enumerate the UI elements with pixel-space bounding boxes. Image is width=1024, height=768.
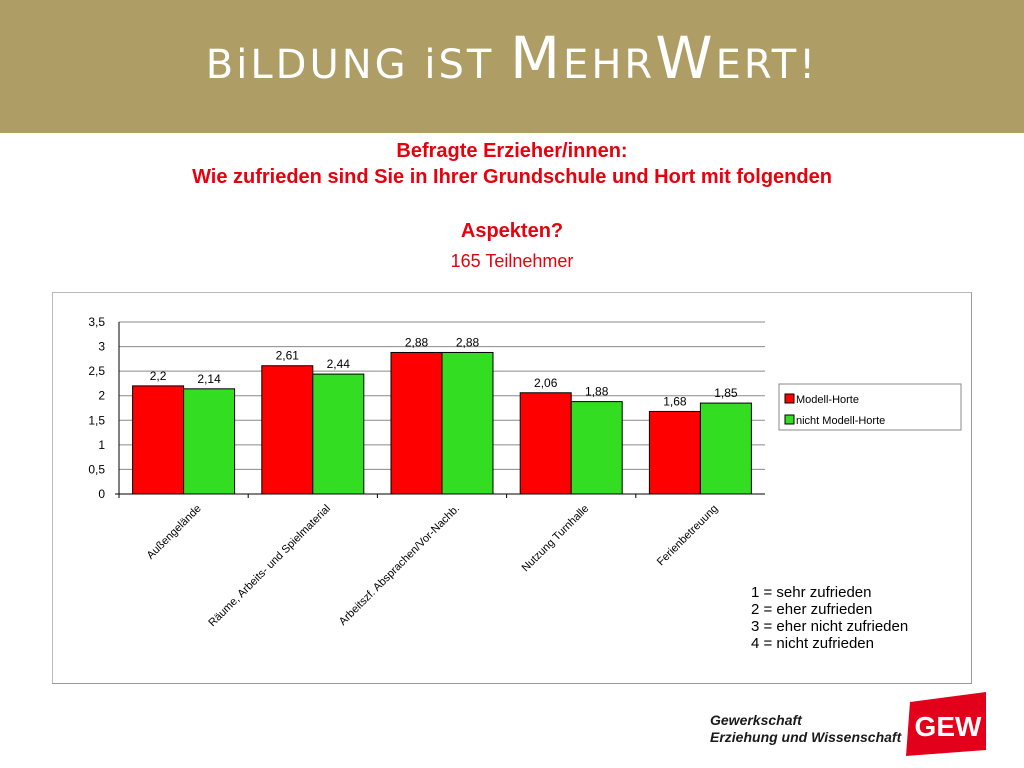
data-label: 1,85 (714, 386, 738, 400)
bar-modell (519, 392, 572, 495)
title-line-3: Aspekten? (460, 220, 564, 242)
banner-text-1: BiLDUNG iST (205, 42, 510, 88)
y-tick-label: 1,5 (88, 413, 105, 427)
data-label: 2,44 (327, 357, 351, 371)
banner-text-3: ERT! (715, 42, 819, 88)
chart-frame: 0 0,5 1 1,5 2 2,5 3 3,5 2,2 2,14 Außengelände 2,61 2… (52, 292, 972, 684)
bar-modell (132, 385, 185, 495)
bar-nicht-modell (699, 402, 752, 495)
banner-text-2: EHR (563, 42, 656, 88)
scale-legend-item: 3 = eher nicht zufrieden (751, 618, 909, 635)
data-label: 2,88 (456, 335, 480, 349)
legend-label: nicht Modell-Horte (796, 415, 885, 427)
bar-modell (648, 410, 701, 495)
bar-modell (390, 351, 443, 495)
legend-swatch (784, 414, 795, 425)
scale-legend-item: 1 = sehr zufrieden (751, 584, 872, 601)
y-tick-label: 2 (98, 389, 105, 403)
gew-logo: GEW (906, 692, 986, 756)
data-label: 2,2 (150, 369, 167, 383)
x-category-label: Außengelände (145, 503, 204, 562)
bar-nicht-modell (441, 351, 494, 495)
scale-legend-item: 4 = nicht zufrieden (751, 635, 874, 652)
banner-text-big-w: W (655, 24, 716, 92)
bar-nicht-modell (183, 388, 236, 495)
y-tick-label: 0,5 (88, 462, 105, 476)
organization-line-1: Gewerkschaft (710, 712, 802, 728)
bar-nicht-modell (312, 373, 365, 495)
scale-legend-item: 2 = eher zufrieden (751, 601, 873, 618)
data-label: 2,06 (534, 376, 558, 390)
legend-label: Modell-Horte (796, 394, 859, 406)
banner-title: BiLDUNG iST MEHRWERT! (0, 24, 1024, 92)
organization-line-2: Erziehung und Wissenschaft (710, 729, 902, 745)
bar-modell (261, 365, 314, 495)
banner-text-big-m: M (510, 24, 564, 92)
slide-titles: Befragte Erzieher/innen: Wie zufrieden s… (0, 138, 1024, 272)
data-label: 1,68 (663, 394, 687, 408)
x-category-label: Arbeitszf. Absprachen/Vor-Nachb. (337, 503, 462, 628)
y-tick-label: 3,5 (88, 315, 105, 329)
data-label: 2,14 (197, 372, 221, 386)
organization-name: Gewerkschaft Erziehung und Wissenschaft (710, 712, 901, 746)
y-tick-label: 0 (98, 487, 105, 501)
data-label: 2,61 (276, 349, 300, 363)
scale-legend: 1 = sehr zufrieden 2 = eher zufrieden 3 … (751, 584, 908, 652)
gew-logo-shape (906, 692, 986, 756)
y-tick-label: 2,5 (88, 364, 105, 378)
bar-chart: 0 0,5 1 1,5 2 2,5 3 3,5 2,2 2,14 Außengelände 2,61 2… (88, 315, 962, 630)
legend-swatch (784, 393, 795, 404)
bar-nicht-modell (570, 401, 623, 495)
title-line-2: Wie zufrieden sind Sie in Ihrer Grundsch… (192, 166, 832, 188)
x-category-label: Räume, Arbeits- und Spielmaterial (206, 503, 333, 630)
data-label: 1,88 (585, 385, 609, 399)
x-category-label: Ferienbetreuung (655, 503, 721, 569)
header-banner: BiLDUNG iST MEHRWERT! (0, 0, 1024, 133)
series-legend-box (778, 383, 962, 431)
gew-logo-text: GEW (915, 711, 982, 742)
y-tick-label: 3 (98, 340, 105, 354)
x-category-label: Nutzung Turnhalle (520, 503, 592, 575)
participants-count: 165 Teilnehmer (450, 251, 574, 271)
y-tick-label: 1 (98, 438, 105, 452)
title-line-1: Befragte Erzieher/innen: (396, 140, 628, 162)
data-label: 2,88 (405, 335, 429, 349)
